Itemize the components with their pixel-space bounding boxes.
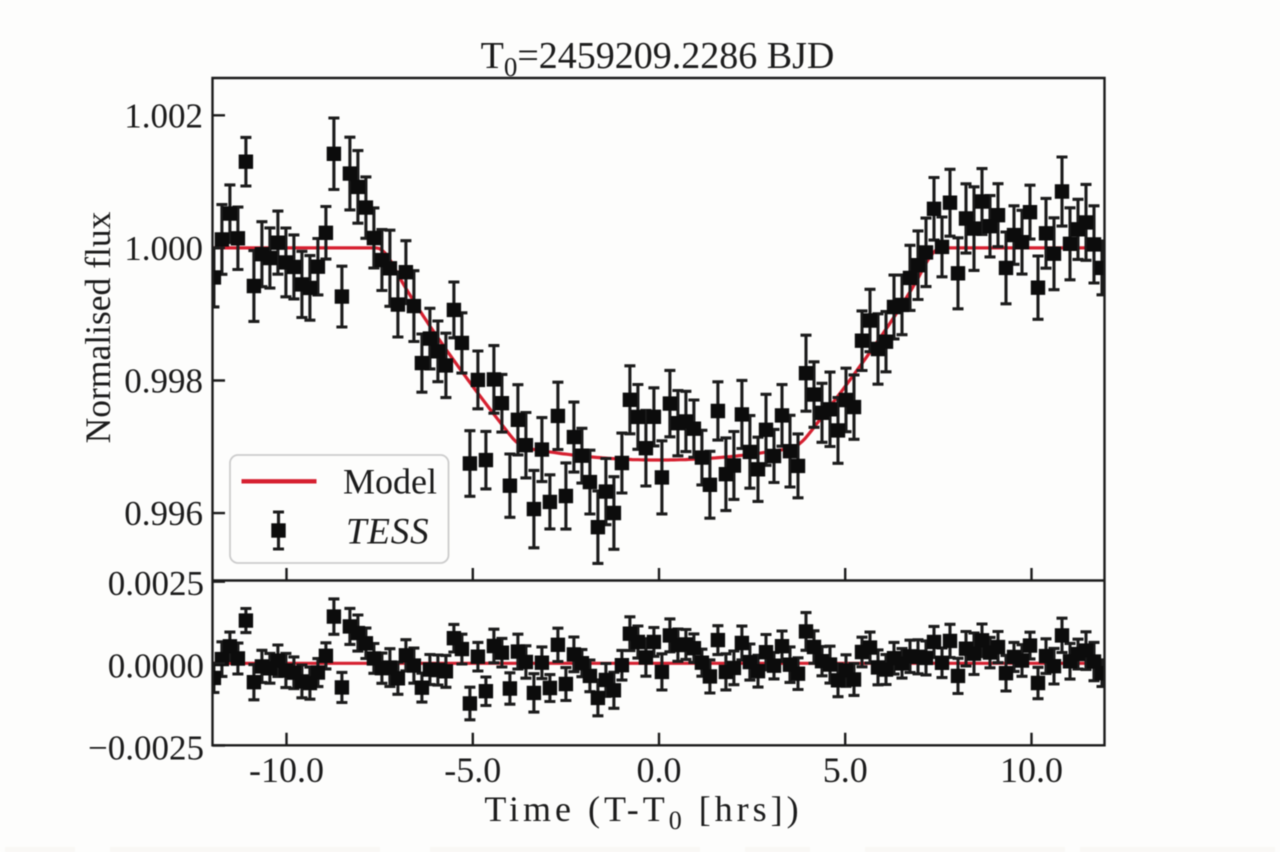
svg-text:10.0: 10.0: [1000, 750, 1063, 790]
svg-text:T0=2459209.2286 BJD: T0=2459209.2286 BJD: [481, 35, 835, 82]
svg-text:TESS: TESS: [346, 512, 429, 553]
svg-text:Normalised flux: Normalised flux: [78, 211, 118, 443]
svg-text:0.0025: 0.0025: [108, 564, 204, 603]
svg-text:5.0: 5.0: [823, 750, 868, 790]
svg-text:1.002: 1.002: [124, 96, 203, 135]
svg-text:Time (T-T0 [hrs]): Time (T-T0 [hrs]): [484, 789, 802, 835]
svg-text:-5.0: -5.0: [444, 750, 501, 790]
svg-text:0.0: 0.0: [637, 750, 682, 790]
svg-text:0.996: 0.996: [124, 494, 203, 533]
svg-text:Model: Model: [343, 462, 437, 502]
svg-text:−0.0025: −0.0025: [88, 729, 204, 768]
svg-text:0.0000: 0.0000: [108, 646, 204, 685]
svg-text:1.000: 1.000: [124, 229, 203, 268]
svg-text:0.998: 0.998: [124, 362, 203, 401]
svg-text:-10.0: -10.0: [249, 750, 324, 790]
